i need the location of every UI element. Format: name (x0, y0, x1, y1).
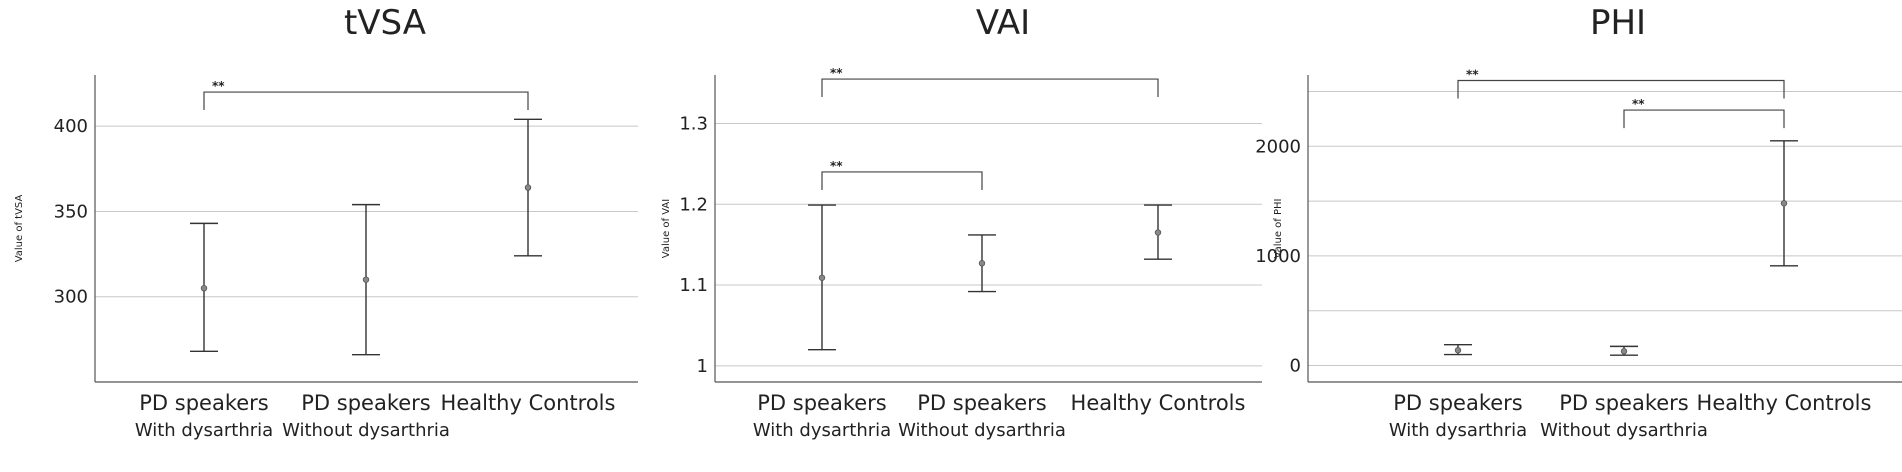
significance-label: ** (1632, 97, 1645, 111)
significance-bracket (203, 91, 529, 111)
significance-bracket (1623, 109, 1785, 129)
significance-bracket (821, 171, 983, 190)
mean-point (1454, 347, 1462, 354)
significance-label: ** (1466, 67, 1479, 81)
category-label: Healthy Controls (441, 391, 616, 415)
category-sublabel: With dysarthria (135, 420, 273, 441)
chart-title: PHI (1590, 3, 1646, 43)
chart-title: VAI (976, 3, 1030, 43)
significance-label: ** (830, 159, 843, 173)
category-label: PD speakers (139, 391, 268, 415)
category-sublabel: With dysarthria (1389, 420, 1527, 441)
mean-point (524, 184, 532, 191)
y-tick-label: 300 (54, 287, 88, 308)
y-tick-label: 400 (54, 116, 88, 137)
y-axis-label: Value of tVSA (14, 195, 25, 263)
category-sublabel: With dysarthria (753, 420, 891, 441)
y-tick-label: 1.1 (679, 275, 708, 296)
significance-label: ** (830, 66, 843, 80)
category-sublabel: Without dysarthria (282, 420, 450, 441)
category-label: PD speakers (301, 391, 430, 415)
category-sublabel: Without dysarthria (1540, 420, 1708, 441)
y-tick-label: 350 (54, 201, 88, 222)
y-tick-label: 0 (1290, 356, 1301, 377)
mean-point (1154, 229, 1162, 236)
mean-point (200, 284, 208, 292)
category-label: PD speakers (1393, 391, 1522, 415)
y-tick-label: 1.3 (679, 113, 708, 134)
significance-bracket (821, 78, 1159, 98)
y-tick-label: 1 (697, 356, 708, 377)
category-label: PD speakers (1559, 391, 1688, 415)
mean-point (978, 260, 986, 267)
category-label: PD speakers (757, 391, 886, 415)
y-tick-label: 1.2 (679, 194, 708, 215)
mean-point (1780, 200, 1788, 207)
mean-point (1620, 348, 1628, 355)
significance-bracket (1457, 79, 1785, 99)
y-tick-label: 2000 (1255, 136, 1301, 157)
category-label: Healthy Controls (1071, 391, 1246, 415)
mean-point (362, 276, 370, 283)
category-label: Healthy Controls (1697, 391, 1872, 415)
significance-label: ** (212, 79, 225, 93)
y-axis-label: Value of VAI (661, 199, 672, 258)
y-tick-label: 1000 (1255, 246, 1301, 267)
chart-title: tVSA (344, 3, 426, 43)
mean-point (818, 274, 826, 281)
y-axis-label: Value of PHI (1273, 199, 1284, 259)
category-sublabel: Without dysarthria (898, 420, 1066, 441)
category-label: PD speakers (917, 391, 1046, 415)
